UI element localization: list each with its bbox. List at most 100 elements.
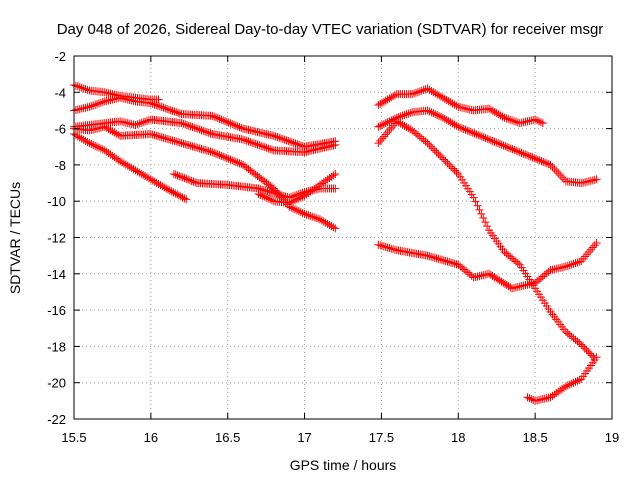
- data-point: [506, 115, 515, 124]
- x-tick-labels: 15.5 16 16.5 17 17.5 18 18.5 19: [61, 430, 619, 445]
- data-point: [262, 193, 271, 202]
- data-point: [538, 119, 547, 128]
- data-point: [477, 209, 486, 218]
- data-point: [402, 123, 411, 132]
- data-point: [184, 141, 193, 150]
- data-point: [533, 277, 542, 286]
- data-point: [321, 218, 330, 227]
- data-point: [554, 169, 563, 178]
- data-point: [486, 136, 495, 145]
- data-point: [188, 122, 197, 131]
- data-point: [376, 121, 385, 130]
- y-axis-title: SDTVAR / TECUs: [7, 182, 23, 294]
- data-point: [282, 136, 291, 145]
- data-point: [161, 104, 170, 113]
- data-point: [448, 119, 457, 128]
- data-point: [569, 334, 578, 343]
- data-point: [494, 139, 503, 148]
- data-point: [524, 151, 533, 160]
- data-point: [492, 138, 501, 147]
- data-point: [235, 123, 244, 132]
- data-point: [433, 90, 442, 99]
- x-tick-label: 18: [451, 430, 465, 445]
- data-point: [290, 196, 299, 205]
- data-point: [304, 211, 313, 220]
- data-point: [157, 133, 166, 142]
- data-point: [183, 140, 192, 149]
- data-point: [454, 260, 463, 269]
- data-point: [277, 134, 286, 143]
- data-point: [315, 215, 324, 224]
- data-point: [412, 88, 421, 97]
- data-point: [139, 170, 148, 179]
- data-point: [110, 128, 119, 137]
- data-point: [264, 144, 273, 153]
- data-point: [379, 120, 388, 129]
- data-point: [286, 137, 295, 146]
- data-point: [483, 134, 492, 143]
- data-point: [154, 101, 163, 110]
- data-point: [438, 255, 447, 264]
- data-point: [440, 94, 449, 103]
- grid-lines: [74, 56, 612, 419]
- data-point: [165, 186, 174, 195]
- series-track-g: [254, 169, 340, 208]
- data-point: [73, 132, 82, 141]
- data-point: [429, 109, 438, 118]
- data-point: [106, 126, 115, 135]
- data-point: [166, 106, 175, 115]
- data-point: [150, 131, 159, 140]
- data-point: [432, 148, 441, 157]
- data-point: [246, 138, 255, 147]
- data-point: [146, 175, 155, 184]
- data-point: [292, 206, 301, 215]
- data-point: [530, 154, 539, 163]
- data-point: [567, 260, 576, 269]
- data-point: [244, 137, 253, 146]
- data-point: [258, 191, 267, 200]
- data-point: [584, 347, 593, 356]
- data-point: [463, 126, 472, 135]
- data-point: [71, 81, 80, 90]
- data-point: [269, 131, 278, 140]
- data-point: [289, 204, 298, 213]
- data-point: [159, 103, 168, 112]
- data-point: [404, 124, 413, 133]
- data-point: [428, 144, 437, 153]
- data-point: [431, 110, 440, 119]
- data-point: [552, 167, 561, 176]
- data-point: [492, 274, 501, 283]
- data-point: [531, 115, 540, 124]
- data-point: [164, 105, 173, 114]
- data-point: [123, 161, 132, 170]
- data-point: [540, 270, 549, 279]
- data-point: [550, 164, 559, 173]
- data-points: [70, 81, 601, 405]
- data-point: [329, 171, 338, 180]
- data-point: [91, 100, 100, 109]
- data-point: [534, 275, 543, 284]
- data-point: [173, 108, 182, 117]
- data-point: [450, 259, 459, 268]
- data-point: [534, 117, 543, 126]
- x-tick-label: 15.5: [61, 430, 86, 445]
- data-point: [513, 259, 522, 268]
- data-point: [143, 173, 152, 182]
- data-point: [161, 134, 170, 143]
- data-point: [188, 142, 197, 151]
- data-point: [185, 176, 194, 185]
- x-axis-title: GPS time / hours: [290, 457, 397, 473]
- data-point: [580, 344, 589, 353]
- data-point: [85, 139, 94, 148]
- data-point: [536, 274, 545, 283]
- data-point: [428, 253, 437, 262]
- data-point: [249, 139, 258, 148]
- data-point: [490, 273, 499, 282]
- data-point: [410, 128, 419, 137]
- data-point: [508, 116, 517, 125]
- data-point: [481, 218, 490, 227]
- data-point: [268, 188, 277, 197]
- data-point: [199, 126, 208, 135]
- data-point: [581, 252, 590, 261]
- data-point: [490, 108, 499, 117]
